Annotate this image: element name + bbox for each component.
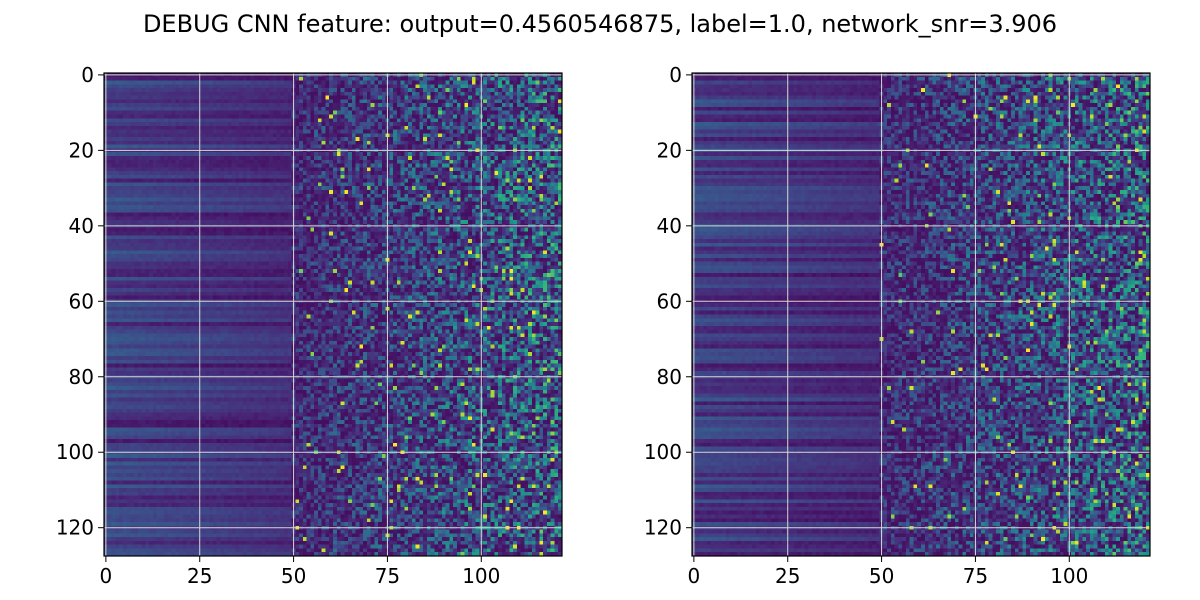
y-tick-label: 80 bbox=[69, 365, 94, 389]
heatmap-image bbox=[692, 73, 1150, 556]
y-tick-label: 20 bbox=[657, 138, 682, 162]
y-tick-label: 120 bbox=[56, 516, 94, 540]
figure-title: DEBUG CNN feature: output=0.4560546875, … bbox=[143, 10, 1057, 38]
y-tick-label: 60 bbox=[69, 289, 94, 313]
heatmap-panel-left: 0 25 50 75 100 0 20 40 60 80 100 120 bbox=[56, 63, 563, 588]
axes-frame bbox=[103, 72, 563, 557]
x-tick-label: 75 bbox=[963, 564, 988, 588]
y-tick-label: 60 bbox=[657, 289, 682, 313]
y-tick-label: 40 bbox=[69, 214, 94, 238]
heatmap-panel-right: 0 25 50 75 100 0 20 40 60 80 100 120 bbox=[644, 63, 1151, 588]
x-tick-label: 50 bbox=[869, 564, 894, 588]
y-tick-label: 80 bbox=[657, 365, 682, 389]
heatmap-image bbox=[104, 73, 562, 556]
x-tick-label: 0 bbox=[100, 564, 113, 588]
x-tick-label: 75 bbox=[375, 564, 400, 588]
y-tick-label: 20 bbox=[69, 138, 94, 162]
x-tick-label: 0 bbox=[688, 564, 701, 588]
x-tick-label: 100 bbox=[462, 564, 500, 588]
y-tick-label: 40 bbox=[657, 214, 682, 238]
x-tick-label: 25 bbox=[775, 564, 800, 588]
x-tick-label: 25 bbox=[187, 564, 212, 588]
y-tick-label: 0 bbox=[669, 63, 682, 87]
axes-frame bbox=[691, 72, 1151, 557]
x-tick-label: 100 bbox=[1050, 564, 1088, 588]
y-tick-label: 100 bbox=[644, 440, 682, 464]
y-tick-label: 120 bbox=[644, 516, 682, 540]
y-tick-label: 100 bbox=[56, 440, 94, 464]
x-tick-label: 50 bbox=[281, 564, 306, 588]
y-tick-label: 0 bbox=[81, 63, 94, 87]
